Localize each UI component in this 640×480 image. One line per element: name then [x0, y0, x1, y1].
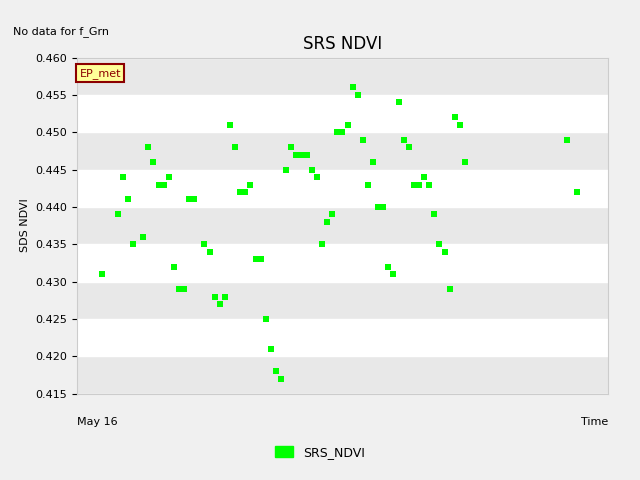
- Point: [317, 240, 327, 248]
- Point: [562, 136, 572, 144]
- Point: [143, 144, 154, 151]
- Point: [445, 285, 455, 293]
- Point: [164, 173, 174, 181]
- Point: [409, 180, 419, 188]
- Point: [440, 248, 450, 255]
- Point: [312, 173, 322, 181]
- Bar: [77, 132, 608, 169]
- Point: [435, 240, 445, 248]
- Point: [363, 180, 373, 188]
- Point: [266, 345, 276, 353]
- Point: [286, 144, 296, 151]
- Point: [414, 180, 424, 188]
- Point: [209, 293, 220, 300]
- Point: [281, 166, 291, 173]
- Point: [235, 188, 245, 196]
- Text: May 16: May 16: [77, 417, 117, 427]
- Text: Time: Time: [580, 417, 608, 427]
- Point: [332, 129, 342, 136]
- Point: [383, 263, 394, 271]
- Point: [260, 315, 271, 323]
- Text: EP_met: EP_met: [79, 68, 121, 79]
- Bar: [77, 356, 608, 394]
- Point: [250, 255, 260, 263]
- Point: [450, 113, 460, 121]
- Point: [133, 472, 143, 480]
- Point: [460, 158, 470, 166]
- Text: No data for f_Grn: No data for f_Grn: [13, 26, 109, 37]
- Point: [368, 158, 378, 166]
- Point: [424, 180, 435, 188]
- Point: [378, 203, 388, 211]
- Point: [358, 136, 368, 144]
- Point: [255, 255, 266, 263]
- Point: [205, 248, 215, 255]
- Point: [572, 188, 582, 196]
- Bar: [77, 58, 608, 95]
- Point: [169, 263, 179, 271]
- Point: [123, 196, 133, 204]
- Point: [154, 180, 164, 188]
- Title: SRS NDVI: SRS NDVI: [303, 35, 382, 53]
- Point: [118, 173, 128, 181]
- Point: [276, 375, 286, 383]
- Point: [337, 129, 348, 136]
- Point: [348, 84, 358, 91]
- Point: [429, 211, 440, 218]
- Point: [225, 121, 235, 129]
- Point: [404, 144, 414, 151]
- Point: [128, 240, 138, 248]
- Point: [159, 180, 169, 188]
- Point: [307, 166, 317, 173]
- Point: [97, 270, 108, 278]
- Point: [327, 211, 337, 218]
- Point: [113, 211, 123, 218]
- Point: [174, 285, 184, 293]
- Point: [189, 196, 200, 204]
- Point: [419, 173, 429, 181]
- Point: [394, 98, 404, 106]
- Point: [220, 293, 230, 300]
- Point: [240, 188, 250, 196]
- Point: [184, 196, 195, 204]
- Point: [296, 151, 307, 158]
- Legend: SRS_NDVI: SRS_NDVI: [269, 441, 371, 464]
- Point: [230, 144, 240, 151]
- Point: [455, 121, 465, 129]
- Point: [291, 151, 301, 158]
- Y-axis label: SDS NDVI: SDS NDVI: [20, 199, 29, 252]
- Point: [148, 158, 159, 166]
- Point: [179, 285, 189, 293]
- Point: [301, 151, 312, 158]
- Point: [214, 300, 225, 308]
- Point: [195, 1, 205, 9]
- Point: [353, 91, 363, 99]
- Point: [399, 136, 409, 144]
- Point: [245, 180, 255, 188]
- Point: [200, 240, 210, 248]
- Bar: [77, 207, 608, 244]
- Point: [138, 233, 148, 240]
- Point: [342, 121, 353, 129]
- Point: [322, 218, 332, 226]
- Bar: [77, 282, 608, 319]
- Point: [373, 203, 383, 211]
- Point: [388, 270, 399, 278]
- Point: [271, 367, 281, 375]
